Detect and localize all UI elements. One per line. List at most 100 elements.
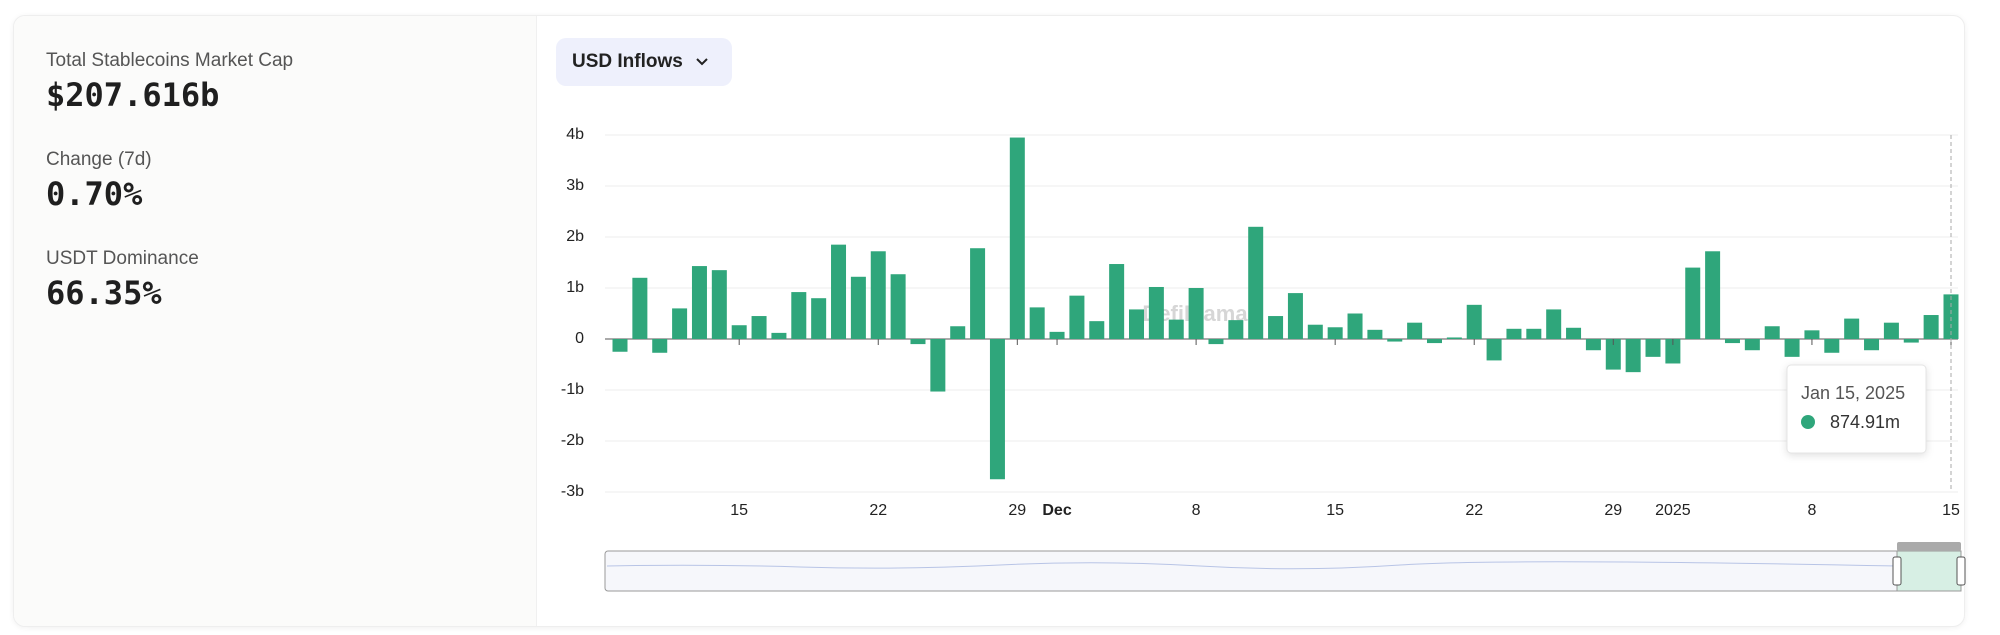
bar: [731, 325, 747, 339]
bar: [1784, 339, 1800, 357]
bar: [1446, 337, 1462, 339]
bar: [1009, 137, 1025, 339]
bar: [1864, 339, 1880, 351]
bar: [1724, 339, 1740, 344]
x-tick-label: 8: [1192, 502, 1201, 519]
y-tick-label: 2b: [566, 228, 584, 245]
bar: [1089, 321, 1105, 339]
bar: [1109, 264, 1125, 339]
x-tick-label: 29: [1008, 502, 1026, 519]
tooltip-value: 874.91m: [1830, 412, 1900, 432]
bar: [1347, 313, 1363, 339]
bar: [751, 316, 767, 339]
bar: [1188, 288, 1204, 339]
bar: [1625, 339, 1641, 373]
brush-handle[interactable]: [1956, 556, 1966, 586]
x-tick-label: Dec: [1042, 502, 1071, 519]
stat-value: 66.35%: [46, 274, 162, 312]
bar: [1844, 318, 1860, 339]
bar: [950, 326, 966, 339]
bar: [1387, 339, 1403, 342]
bar: [1029, 307, 1045, 339]
bar: [1605, 339, 1621, 370]
bar: [1228, 320, 1244, 339]
y-tick-label: 0: [575, 330, 584, 347]
bar: [1685, 267, 1701, 339]
tooltip-dot: [1801, 415, 1815, 429]
stats-panel: Total Stablecoins Market Cap $207.616b C…: [14, 16, 537, 626]
y-tick-label: -3b: [561, 483, 584, 500]
tooltip-box: [1786, 364, 1927, 454]
bar: [1824, 339, 1840, 353]
bar: [1764, 326, 1780, 339]
tooltip: Jan 15, 2025 874.91m: [1786, 364, 1927, 454]
stat-label: Change (7d): [46, 149, 152, 170]
x-tick-label: 15: [1942, 502, 1960, 519]
y-tick-label: -1b: [561, 381, 584, 398]
x-tick-label: 29: [1604, 502, 1622, 519]
stat-value: $207.616b: [46, 76, 220, 114]
bar: [1705, 251, 1721, 339]
brush[interactable]: [604, 550, 1962, 592]
bar: [1585, 339, 1601, 351]
x-tick-label: 2025: [1655, 502, 1691, 519]
bar: [1903, 339, 1919, 343]
brush-preview: [606, 561, 1899, 570]
bar: [1506, 328, 1522, 339]
bar: [1148, 286, 1164, 339]
bar: [1665, 339, 1681, 364]
bar: [1645, 339, 1661, 357]
bar: [632, 277, 648, 339]
bar: [1526, 328, 1542, 339]
bar: [1566, 327, 1582, 339]
bar: [791, 292, 807, 339]
x-tick-label: 22: [1465, 502, 1483, 519]
bar: [831, 244, 847, 339]
card: Total Stablecoins Market Cap $207.616b C…: [13, 15, 1965, 627]
bar: [691, 266, 707, 339]
bar: [1367, 329, 1383, 339]
bar: [652, 339, 668, 353]
bar: [970, 248, 986, 339]
brush-handle[interactable]: [1892, 556, 1902, 586]
bar: [1804, 330, 1820, 339]
bar: [1049, 331, 1065, 339]
y-tick-label: 3b: [566, 177, 584, 194]
x-tick-label: 15: [730, 502, 748, 519]
bar: [771, 332, 787, 339]
bar: [672, 308, 688, 339]
x-tick-label: 22: [869, 502, 887, 519]
dropdown-label: USD Inflows: [572, 51, 683, 72]
bar: [1208, 339, 1224, 345]
bar: [1307, 324, 1323, 339]
stat: USDT Dominance 66.35%: [46, 248, 199, 312]
stat-label: USDT Dominance: [46, 248, 199, 269]
x-tick-label: 15: [1326, 502, 1344, 519]
bar: [1943, 294, 1959, 339]
bar: [989, 339, 1005, 480]
bar: [910, 339, 926, 345]
bar: [1129, 309, 1145, 339]
brush-selection[interactable]: [1896, 550, 1962, 592]
bar: [1407, 322, 1423, 339]
bar: [1426, 339, 1442, 344]
bar: [1248, 226, 1264, 339]
bar: [1268, 316, 1284, 339]
bar: [1168, 319, 1184, 339]
bar: [1486, 339, 1502, 361]
bar: [1466, 304, 1482, 339]
bar: [1069, 295, 1085, 339]
stat-value: 0.70%: [46, 175, 143, 213]
chevron: [696, 58, 708, 66]
bar: [1744, 339, 1760, 351]
bar: [1923, 315, 1939, 339]
dropdown[interactable]: USD Inflows: [556, 38, 732, 86]
bar: [1287, 293, 1303, 339]
bar: [612, 339, 628, 352]
brush-handle-bar[interactable]: [1897, 542, 1961, 551]
bar: [890, 274, 906, 339]
tooltip-date: Jan 15, 2025: [1801, 383, 1905, 403]
bar: [870, 251, 886, 339]
